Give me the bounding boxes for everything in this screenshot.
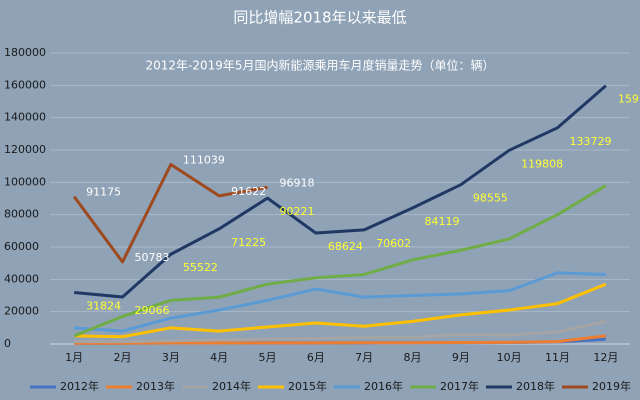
data-label: 91622 (231, 185, 266, 198)
chart-subtitle: 2012年-2019年5月国内新能源乘用车月度销量走势（单位：辆） (145, 58, 494, 73)
legend-label: 2013年 (136, 379, 175, 393)
data-label: 133729 (570, 135, 612, 148)
y-tick-label: 40000 (4, 272, 39, 285)
y-tick-label: 140000 (4, 111, 46, 124)
series-line (74, 319, 607, 344)
x-tick-label: 2月 (114, 351, 132, 364)
legend-label: 2016年 (364, 379, 403, 393)
legend-label: 2017年 (440, 379, 479, 393)
x-tick-label: 9月 (452, 351, 470, 364)
x-tick-label: 6月 (307, 351, 325, 364)
x-tick-label: 8月 (404, 351, 422, 364)
legend-label: 2012年 (60, 379, 99, 393)
data-label: 70602 (376, 237, 411, 250)
chart-title: 同比增幅2018年以来最低 (233, 9, 406, 27)
data-label: 91175 (86, 186, 121, 199)
x-tick-label: 7月 (355, 351, 373, 364)
x-tick-label: 5月 (259, 351, 277, 364)
y-tick-label: 100000 (4, 175, 46, 188)
legend-label: 2014年 (212, 379, 251, 393)
y-tick-label: 20000 (4, 305, 39, 318)
data-label: 96918 (280, 176, 315, 189)
data-label: 50783 (135, 251, 170, 264)
x-tick-label: 10月 (497, 351, 522, 364)
y-tick-label: 180000 (4, 46, 46, 59)
data-label: 31824 (86, 300, 121, 313)
data-label: 84119 (425, 215, 460, 228)
data-label: 71225 (231, 236, 266, 249)
data-label: 29066 (135, 304, 170, 317)
x-tick-label: 12月 (593, 351, 618, 364)
data-label: 119808 (521, 157, 563, 170)
series-line (73, 184, 607, 338)
x-tick-label: 11月 (545, 351, 570, 364)
data-label: 159751 (618, 93, 640, 106)
x-tick-label: 4月 (210, 351, 228, 364)
y-tick-label: 160000 (4, 78, 46, 91)
y-tick-label: 0 (4, 337, 11, 350)
y-tick-label: 60000 (4, 240, 39, 253)
series-line (74, 271, 606, 333)
legend-label: 2015年 (288, 379, 327, 393)
y-tick-label: 120000 (4, 143, 46, 156)
y-tick-label: 80000 (4, 208, 39, 221)
data-label: 68624 (328, 240, 363, 253)
x-tick-label: 3月 (162, 351, 180, 364)
series-line (74, 282, 607, 339)
series-line (72, 162, 268, 264)
data-label: 111039 (183, 153, 225, 166)
data-label: 55522 (183, 261, 218, 274)
x-tick-label: 1月 (65, 351, 83, 364)
data-label: 90221 (280, 205, 315, 218)
series-line (74, 84, 607, 299)
legend-label: 2018年 (516, 379, 555, 393)
legend-label: 2019年 (592, 379, 631, 393)
series-line (74, 334, 607, 345)
data-label: 98555 (473, 192, 508, 205)
